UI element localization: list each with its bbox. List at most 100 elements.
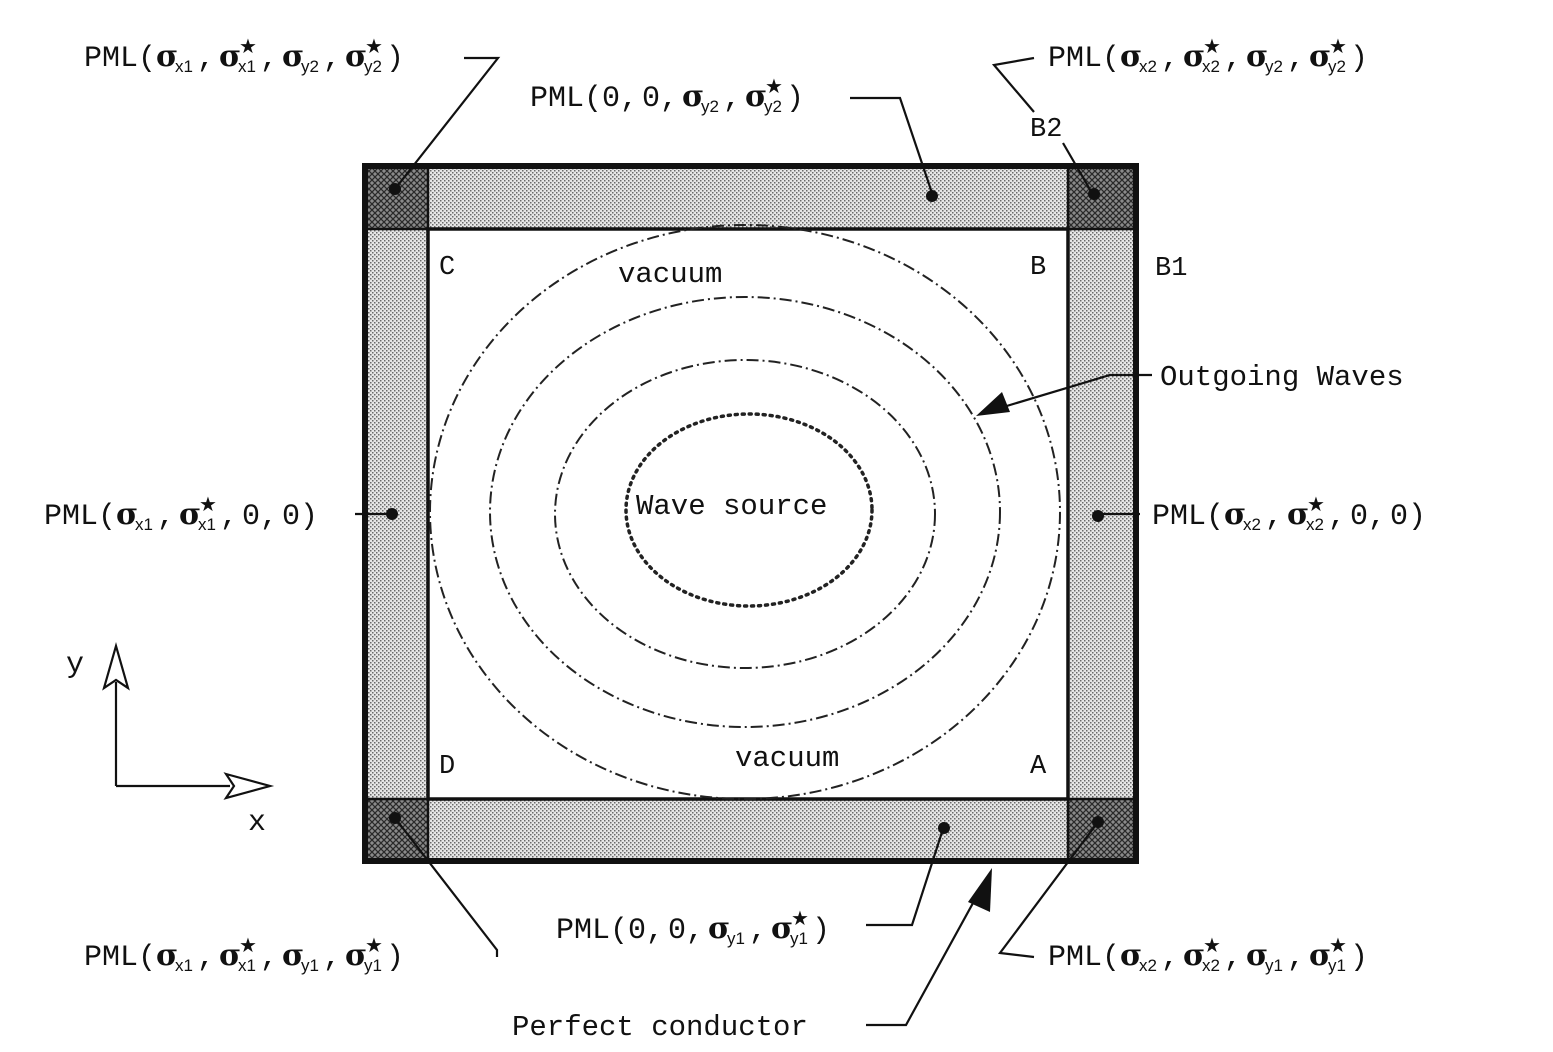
pml-label-top-subscript: y2: [701, 97, 719, 116]
dot-top: [926, 190, 938, 202]
pml-label-bottom-star: ★: [791, 906, 809, 930]
pml-label-top-star: ★: [765, 74, 783, 98]
leader-outgoing-waves: [999, 373, 1152, 410]
pml-label-bottom-comma: ,: [646, 914, 664, 948]
pml-label-bottom-left-sigma: σ: [282, 938, 304, 973]
pml-label-bottom-right-sigma: σ: [1246, 938, 1268, 973]
region-dots: [386, 183, 1104, 834]
leader-pml-top-right: [991, 56, 1035, 113]
pml-label-bottom-right-subscript: y1: [1265, 956, 1283, 975]
pml-label-bottom-comma: ,: [749, 914, 767, 948]
pml-label-right-sigma: σ: [1287, 497, 1309, 532]
pml-label-top-right-sigma: σ: [1309, 39, 1331, 74]
pml-label-left-zero: 0: [282, 500, 300, 534]
wavefront-middle: [489, 296, 1001, 728]
pml-label-bottom-right-star: ★: [1329, 933, 1347, 957]
pml-label-right-subscript: x2: [1243, 515, 1261, 534]
pml-label-top-right-comma: ,: [1161, 42, 1179, 76]
pml-label-top-left-sigma: σ: [156, 39, 178, 74]
corner-label-c: C: [439, 253, 455, 283]
pml-label-top-sigma: σ: [682, 79, 704, 114]
pml-label-bottom-sigma: σ: [708, 911, 730, 946]
pml-label-top-comma: ,: [660, 82, 678, 116]
pml-label-bottom-left-star: ★: [365, 933, 383, 957]
pml-label-bottom-left-close: ): [386, 941, 404, 975]
pml-label-left-prefix: PML(: [44, 500, 116, 534]
pml-label-bottom-right-subscript: x2: [1139, 956, 1157, 975]
pml-label-top-right-prefix: PML(: [1048, 42, 1120, 76]
pml-label-bottom-left-comma: ,: [323, 941, 341, 975]
pml-label-bottom-left-subscript: x1: [238, 956, 256, 975]
pml-label-bottom-left-comma: ,: [260, 941, 278, 975]
pml-top: [428, 166, 1068, 229]
pml-label-top-left-sigma: σ: [345, 39, 367, 74]
dot-top-left: [389, 183, 401, 195]
outgoing-waves-label: Outgoing Waves: [1160, 361, 1404, 394]
perfect-conductor-arrowhead: [968, 868, 992, 912]
coordinate-axes: y x: [66, 641, 275, 840]
pml-label-top-left-subscript: x1: [175, 57, 193, 76]
leader-pml-bottom-right: [997, 821, 1099, 959]
pml-label-top-sigma: σ: [745, 79, 767, 114]
pml-label-top-left-subscript: y2: [301, 57, 319, 76]
pml-label-bottom-right-sigma: σ: [1309, 938, 1331, 973]
pml-label-bottom-zero: 0: [628, 914, 646, 948]
pml-label-top-right-sigma: σ: [1246, 39, 1268, 74]
pml-label-top-left-sigma: σ: [219, 39, 241, 74]
pml-label-right-subscript: x2: [1306, 515, 1324, 534]
leader-pml-bottom-left: [394, 817, 499, 957]
wavefronts: [429, 224, 1061, 800]
pml-label-right-comma: ,: [1368, 500, 1386, 534]
wavefront-outer: [429, 224, 1061, 800]
pml-label-bottom-comma: ,: [686, 914, 704, 948]
pml-label-top-right-comma: ,: [1224, 42, 1242, 76]
corner-label-d: D: [439, 752, 455, 782]
pml-label-bottom-right-sigma: σ: [1120, 938, 1142, 973]
pml-label-left-comma: ,: [260, 500, 278, 534]
y-axis-label: y: [66, 648, 84, 682]
perfect-conductor-label: Perfect conductor: [512, 1011, 808, 1044]
outgoing-waves-arrowhead: [976, 392, 1010, 416]
pml-label-left-zero: 0: [242, 500, 260, 534]
pml-label-bottom-left-star: ★: [239, 933, 257, 957]
wave-source-boundary: [624, 412, 874, 608]
pml-label-bottom-zero: 0: [668, 914, 686, 948]
pml-label-right-comma: ,: [1328, 500, 1346, 534]
pml-label-top-right-subscript: x2: [1139, 57, 1157, 76]
pml-label-top-left-comma: ,: [323, 42, 341, 76]
pml-label-top-close: ): [786, 82, 804, 116]
pml-label-left-comma: ,: [157, 500, 175, 534]
pml-label-top-left-sigma: σ: [282, 39, 304, 74]
pml-label-top-right-subscript: y2: [1265, 57, 1283, 76]
pml-corner-bottom-right: [1068, 799, 1136, 861]
pml-label-right-close: ): [1408, 500, 1426, 534]
pml-label-left-star: ★: [199, 492, 217, 516]
dot-top-right: [1088, 188, 1100, 200]
pml-label-right-star: ★: [1307, 492, 1325, 516]
vacuum-label-top: vacuum: [618, 258, 722, 291]
pml-label-right-zero: 0: [1390, 500, 1408, 534]
leader-perfect-conductor: [866, 882, 985, 1027]
pml-label-top-right-comma: ,: [1287, 42, 1305, 76]
leader-lines: [355, 56, 1152, 1027]
pml-label-bottom-left-sigma: σ: [345, 938, 367, 973]
wave-source-label: Wave source: [636, 490, 827, 523]
pml-label-top-subscript: y2: [764, 97, 782, 116]
pml-label-left-comma: ,: [220, 500, 238, 534]
pml-label-bottom-right-sigma: σ: [1183, 938, 1205, 973]
pml-label-left-close: ): [300, 500, 318, 534]
pml-label-bottom-right-close: ): [1350, 941, 1368, 975]
pml-label-bottom-sigma: σ: [771, 911, 793, 946]
pml-label-top-right-sigma: σ: [1183, 39, 1205, 74]
wavefront-inner: [554, 359, 936, 669]
dot-right: [1092, 510, 1104, 522]
dot-bottom-right: [1092, 816, 1104, 828]
pml-label-top-zero: 0: [642, 82, 660, 116]
pml-label-top-left-star: ★: [365, 34, 383, 58]
pml-label-bottom-left-subscript: x1: [175, 956, 193, 975]
vacuum-label-bottom: vacuum: [735, 742, 839, 775]
pml-label-bottom-right-star: ★: [1203, 933, 1221, 957]
pml-label-left-subscript: x1: [198, 515, 216, 534]
pml-label-bottom-left-sigma: σ: [156, 938, 178, 973]
